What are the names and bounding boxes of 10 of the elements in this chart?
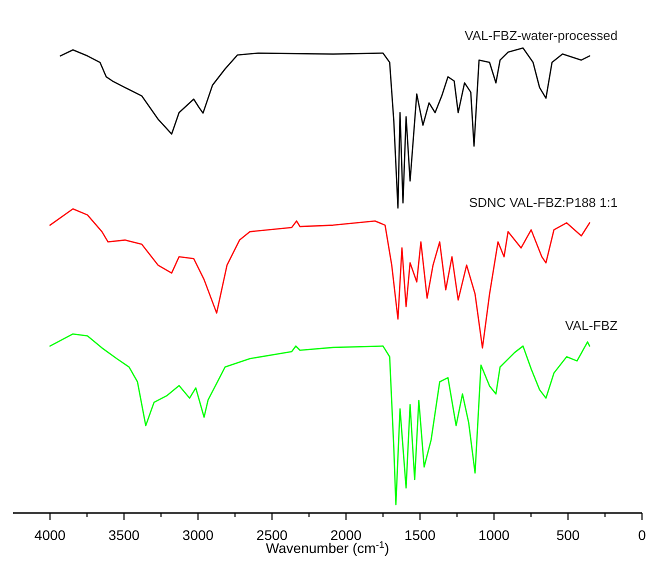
series-label: VAL-FBZ (565, 318, 618, 334)
x-tick-label: 3000 (182, 527, 214, 543)
x-tick-label: 3500 (108, 527, 140, 543)
x-tick-label: 1500 (404, 527, 436, 543)
x-tick-label: 0 (638, 527, 646, 543)
series-label: VAL-FBZ-water-processed (464, 28, 618, 43)
text: SDNC VAL-FBZ:P188 1:1 (469, 194, 618, 210)
x-tick-label: 4000 (34, 527, 66, 543)
x-tick-label: 500 (556, 527, 580, 543)
x-tick-label: 1000 (478, 527, 510, 543)
